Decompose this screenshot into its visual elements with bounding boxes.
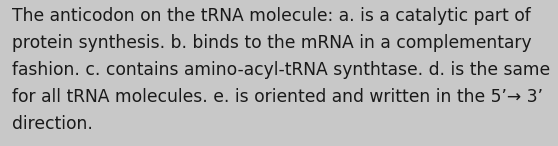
- Text: The anticodon on the tRNA molecule: a. is a catalytic part of: The anticodon on the tRNA molecule: a. i…: [12, 7, 531, 25]
- Text: fashion. c. contains amino-acyl-tRNA synthtase. d. is the same: fashion. c. contains amino-acyl-tRNA syn…: [12, 61, 550, 79]
- Text: protein synthesis. b. binds to the mRNA in a complementary: protein synthesis. b. binds to the mRNA …: [12, 34, 532, 52]
- Text: direction.: direction.: [12, 115, 93, 133]
- Text: for all tRNA molecules. e. is oriented and written in the 5’→ 3’: for all tRNA molecules. e. is oriented a…: [12, 88, 543, 106]
